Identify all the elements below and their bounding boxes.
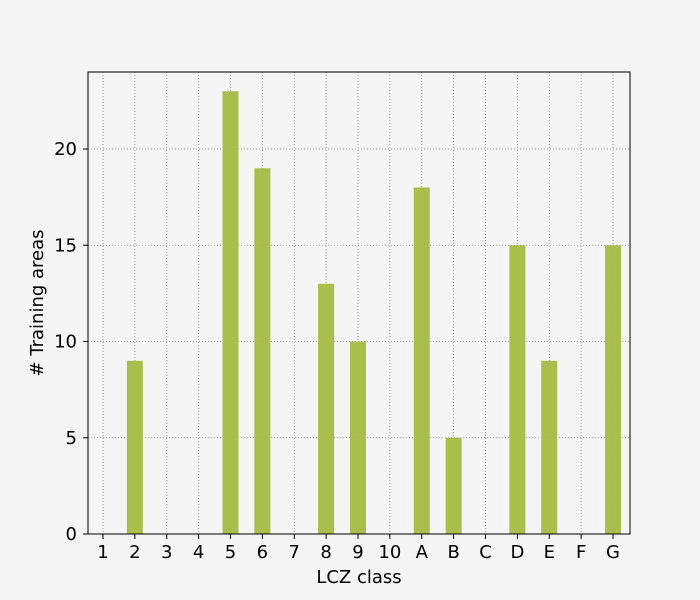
x-tick-label: 5 [225, 542, 236, 563]
x-tick-label: 6 [257, 542, 268, 563]
y-tick-label: 10 [54, 332, 77, 353]
bar-B [445, 437, 462, 534]
bar-A [413, 187, 430, 534]
x-tick-label: 2 [129, 542, 140, 563]
bar-E [541, 360, 558, 534]
x-tick-label: 4 [193, 542, 204, 563]
x-tick-label: 10 [378, 542, 401, 563]
x-axis-label: LCZ class [316, 567, 401, 588]
x-tick-label: E [544, 542, 555, 563]
x-tick-label: 8 [320, 542, 331, 563]
bar-G [605, 245, 621, 534]
x-tick-label: F [576, 542, 586, 563]
x-ticks-layer: 1 2 3 4 5 6 7 8 9 10 A B C D E F G [97, 534, 620, 563]
bar-5 [222, 91, 239, 534]
bar-8 [318, 283, 335, 534]
bar-9 [350, 341, 366, 534]
y-axis-label: # Training areas [27, 229, 48, 376]
x-tick-label: 9 [352, 542, 363, 563]
x-tick-label: A [416, 542, 429, 563]
y-ticks-layer: 0 5 10 15 20 [54, 139, 88, 545]
y-tick-label: 5 [66, 428, 77, 449]
plot-frame [87, 71, 631, 535]
bar-2 [126, 360, 143, 534]
x-tick-label: 7 [289, 542, 300, 563]
x-tick-label: 1 [97, 542, 108, 563]
y-tick-label: 20 [54, 139, 77, 160]
x-tick-label: C [479, 542, 492, 563]
y-tick-label: 0 [66, 524, 77, 545]
x-tick-label: 3 [161, 542, 172, 563]
x-tick-label: B [447, 542, 459, 563]
x-tick-label: D [510, 542, 524, 563]
bar-D [509, 245, 526, 534]
bars-layer [126, 91, 621, 534]
y-tick-label: 15 [54, 235, 77, 256]
x-tick-label: G [606, 542, 620, 563]
bar-6 [254, 168, 271, 534]
